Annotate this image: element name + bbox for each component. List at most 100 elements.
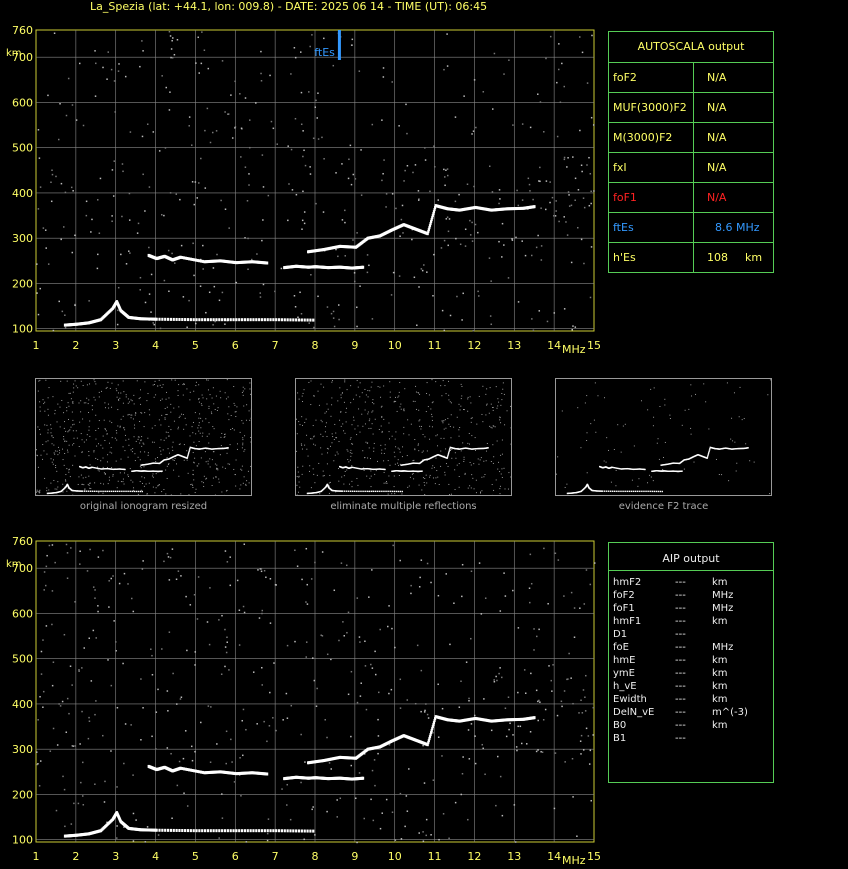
thumb-noise (471, 435, 473, 437)
thumb-noise (492, 406, 494, 408)
noise-point (140, 739, 142, 741)
noise-point (151, 735, 153, 738)
thumb-noise (413, 478, 415, 480)
thumb-noise (39, 410, 41, 412)
trace-point (193, 769, 196, 773)
trace-point (220, 770, 223, 774)
thumb-noise (301, 473, 303, 475)
thumb-noise (508, 472, 510, 474)
thumb-noise (146, 493, 148, 495)
trace-point (325, 758, 328, 762)
trace-point (312, 760, 315, 764)
thumb-noise (485, 414, 487, 416)
trace-point (221, 318, 224, 322)
trace-point (147, 317, 150, 321)
trace-point (300, 318, 303, 322)
ionogram-bottom: 1 2 3 4 5 6 7 8 9 10 11 12 13 14 151002003004005006007… (6, 535, 600, 867)
trace-point (292, 318, 295, 322)
thumb-trace (625, 468, 627, 470)
noise-point (370, 663, 372, 666)
noise-point (335, 172, 337, 174)
thumb-noise (135, 440, 137, 442)
noise-point (302, 190, 304, 193)
trace-point (431, 727, 434, 731)
thumb-noise (337, 400, 339, 402)
trace-point (428, 224, 432, 228)
noise-point (533, 628, 535, 630)
thumb-noise (131, 414, 133, 416)
trace-point (506, 718, 509, 722)
thumb-trace (374, 490, 377, 493)
trace-point (146, 828, 149, 832)
thumb-noise (734, 441, 736, 443)
thumb-noise (165, 437, 167, 439)
trace-point (329, 246, 333, 250)
thumb-noise (245, 419, 247, 421)
thumb-noise (419, 393, 421, 395)
trace-point (426, 232, 429, 236)
noise-point (94, 95, 97, 97)
thumb-noise (342, 423, 344, 425)
noise-point (245, 728, 247, 731)
thumb-noise (351, 480, 353, 482)
trace-point (516, 206, 519, 210)
noise-point (185, 595, 187, 598)
thumb-noise (423, 482, 425, 484)
trace-point (243, 829, 247, 833)
thumb-noise (51, 461, 53, 463)
noise-point (97, 556, 100, 558)
noise-point (234, 127, 236, 129)
noise-point (230, 738, 232, 741)
trace-point (184, 256, 187, 260)
noise-point (65, 731, 68, 733)
trace-point (463, 207, 466, 211)
thumb-trace (415, 462, 418, 464)
noise-point (189, 604, 192, 606)
noise-point (507, 277, 510, 279)
thumb-noise (242, 390, 244, 392)
thumb-noise (331, 381, 333, 383)
noise-point (153, 323, 155, 326)
thumb-trace (464, 447, 467, 449)
thumb-noise (207, 463, 209, 465)
thumb-noise (605, 461, 607, 463)
trace-point (221, 770, 224, 774)
noise-point (568, 652, 570, 655)
noise-point (273, 662, 275, 664)
noise-point (243, 611, 246, 614)
trace-point (189, 257, 192, 261)
trace-point (261, 261, 264, 265)
thumb-noise (496, 407, 498, 409)
thumb-noise (127, 402, 129, 404)
thumb-trace (657, 490, 660, 493)
thumb-noise (206, 379, 208, 381)
noise-point (130, 724, 132, 726)
trace-point (518, 206, 522, 210)
thumb-noise (407, 419, 409, 421)
thumb-noise (444, 385, 446, 387)
thumb-noise (436, 470, 438, 472)
thumb-noise (60, 380, 62, 382)
thumb-trace (660, 464, 662, 466)
noise-point (61, 700, 64, 703)
thumb-noise (241, 465, 243, 467)
noise-point (445, 218, 448, 220)
trace-point (333, 245, 336, 249)
thumb-noise (216, 409, 218, 411)
trace-point (459, 719, 462, 723)
thumb-noise (165, 493, 167, 495)
thumb-trace (101, 468, 103, 470)
thumb-noise (336, 437, 338, 439)
trace-point (286, 318, 289, 322)
thumb-noise (498, 401, 500, 403)
noise-point (588, 204, 591, 207)
thumb-noise (183, 428, 185, 430)
trace-point (213, 259, 216, 263)
noise-point (302, 130, 304, 132)
trace-point (215, 829, 218, 833)
noise-point (517, 691, 519, 694)
thumb-trace (617, 490, 619, 493)
thumb-noise (55, 464, 57, 466)
noise-point (482, 91, 485, 93)
thumb-noise (379, 386, 381, 388)
